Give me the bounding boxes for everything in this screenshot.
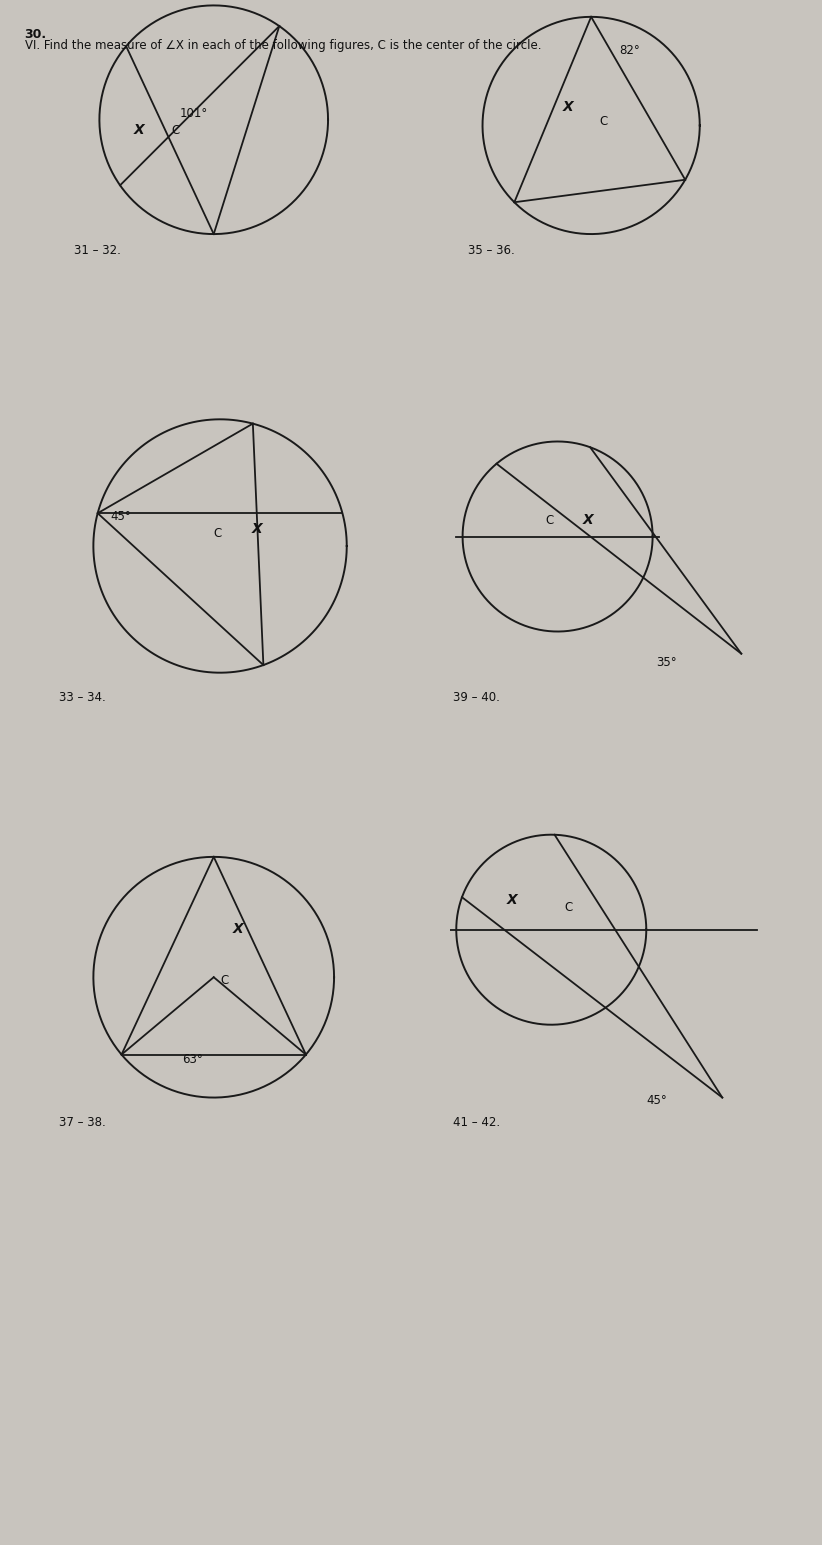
Text: VI. Find the measure of ∠X in each of the following figures, C is the center of : VI. Find the measure of ∠X in each of th… xyxy=(25,39,541,51)
Text: 63°: 63° xyxy=(182,1052,203,1066)
Text: C: C xyxy=(220,973,229,987)
Text: C: C xyxy=(564,901,572,913)
Text: X: X xyxy=(233,922,243,936)
Text: X: X xyxy=(507,893,518,907)
Text: C: C xyxy=(214,527,222,539)
Text: 101°: 101° xyxy=(180,107,208,121)
Text: 45°: 45° xyxy=(646,1094,667,1106)
Text: 37 – 38.: 37 – 38. xyxy=(58,1115,105,1129)
Text: X: X xyxy=(583,513,593,527)
Text: C: C xyxy=(545,514,553,527)
Text: C: C xyxy=(171,124,179,138)
Text: 35°: 35° xyxy=(656,657,677,669)
Text: 41 – 42.: 41 – 42. xyxy=(453,1115,501,1129)
Text: X: X xyxy=(562,100,573,114)
Text: 31 – 32.: 31 – 32. xyxy=(74,244,121,256)
Text: X: X xyxy=(252,522,262,536)
Text: 33 – 34.: 33 – 34. xyxy=(58,691,105,705)
Text: X: X xyxy=(134,124,145,138)
Text: 30.: 30. xyxy=(25,28,47,40)
Text: 39 – 40.: 39 – 40. xyxy=(453,691,500,705)
Text: 45°: 45° xyxy=(110,510,131,522)
Text: 35 – 36.: 35 – 36. xyxy=(469,244,515,256)
Text: 82°: 82° xyxy=(620,43,640,57)
Text: C: C xyxy=(600,116,608,128)
